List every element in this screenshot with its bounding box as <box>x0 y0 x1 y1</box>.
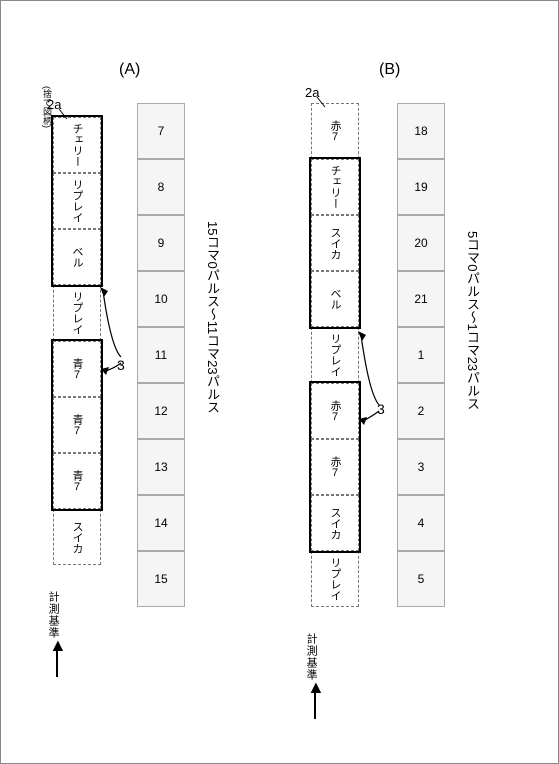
ref-3-arrows <box>357 327 387 423</box>
win-box <box>51 115 103 287</box>
panel-b-number-strip: 18 19 20 21 1 2 3 4 5 <box>397 103 445 607</box>
numcell: 18 <box>397 103 445 159</box>
numcell: 13 <box>137 439 185 495</box>
numcell: 5 <box>397 551 445 607</box>
pulse-range-b: 5コマ0パルス～1コマ23パルス <box>463 231 482 410</box>
panel-a-number-strip: 7 8 9 10 11 12 13 14 15 <box>137 103 185 607</box>
numcell: 11 <box>137 327 185 383</box>
numcell: 19 <box>397 159 445 215</box>
numcell: 9 <box>137 215 185 271</box>
win-box <box>51 339 103 511</box>
cell: 赤7 <box>311 103 359 159</box>
ref-3-arrows <box>99 283 129 373</box>
arrow-stem <box>314 693 316 719</box>
numcell: 7 <box>137 103 185 159</box>
win-box <box>309 157 361 329</box>
numcell: 15 <box>137 551 185 607</box>
win-box <box>309 381 361 553</box>
arrow-stem <box>56 651 58 677</box>
cell: スイカ <box>53 509 101 565</box>
panel-a-symbol-strip: チェリー リプレイ ベル リプレイ 青7 青7 青7 スイカ <box>53 117 101 565</box>
lead-2a-line <box>315 97 325 109</box>
numcell: 1 <box>397 327 445 383</box>
numcell: 21 <box>397 271 445 327</box>
cell: リプレイ <box>53 285 101 341</box>
numcell: 3 <box>397 439 445 495</box>
numcell: 2 <box>397 383 445 439</box>
cell: リプレイ <box>311 551 359 607</box>
numcell: 4 <box>397 495 445 551</box>
numcell: 8 <box>137 159 185 215</box>
panel-b-symbol-strip: 赤7 チェリー スイカ ベル リプレイ 赤7 赤7 スイカ リプレイ <box>311 103 359 607</box>
keisoku-label: 計測基準 <box>47 591 59 639</box>
numcell: 12 <box>137 383 185 439</box>
pulse-range-a: 15コマ0パルス～11コマ23パルス <box>203 221 222 414</box>
cell: リプレイ <box>311 327 359 383</box>
panel-a-label: (A) <box>119 61 140 79</box>
numcell: 14 <box>137 495 185 551</box>
numcell: 20 <box>397 215 445 271</box>
lead-2a-line <box>57 109 67 121</box>
keisoku-label: 計測基準 <box>305 633 317 681</box>
numcell: 10 <box>137 271 185 327</box>
figure-page: (A) (B) チェリー リプレイ ベル リプレイ 青7 青7 青7 スイカ (… <box>0 0 559 764</box>
panel-b-label: (B) <box>379 61 400 79</box>
